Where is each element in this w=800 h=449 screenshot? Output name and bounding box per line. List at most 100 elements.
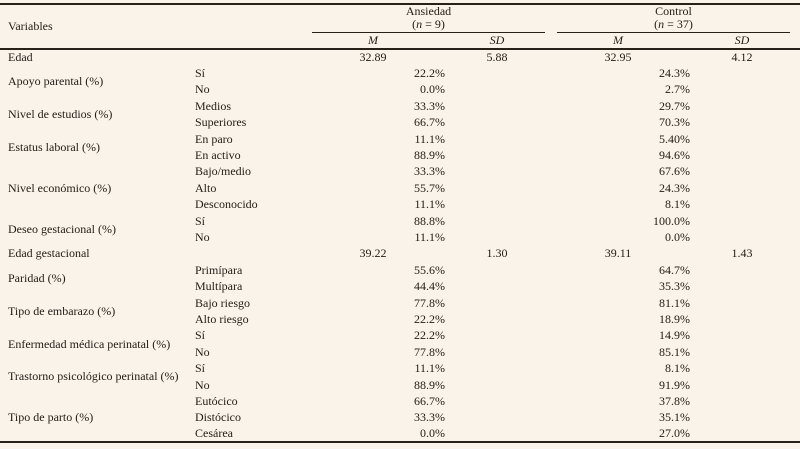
table-row: Deseo gestacional (%) Sí 88.8% 100.0% [0,213,800,236]
control-sd-cell: 1.43 [731,246,753,261]
column-gap [545,229,557,245]
ansiedad-percent-cell: 77.8% [414,344,446,359]
ansiedad-percent-cell: 0.0% [420,82,446,97]
right-pad [790,295,800,311]
ansiedad-mean-cell: 32.89 [359,50,387,65]
right-pad [790,147,800,163]
ansiedad-percent-cell: 22.2% [414,311,446,326]
right-pad [790,410,800,426]
right-pad [790,164,800,180]
control-percent-cell: 91.9% [659,377,691,392]
table-header: Variables Ansiedad (n = 9) Control (n = … [0,4,800,50]
ansiedad-percent-cell: 88.9% [414,377,446,392]
stat-header-row: M SD M SD [0,32,800,50]
subcategory-cell: En activo [195,148,241,163]
right-pad [790,131,800,147]
right-pad [790,344,800,360]
table-row: Superiores 66.7% 70.3% [0,115,800,131]
column-gap [545,49,557,65]
n-open: ( [412,16,417,31]
control-percent-cell: 85.1% [659,344,691,359]
subcategory-cell: Sí [195,66,206,81]
subcategory-cell: Multípara [195,279,243,294]
table-row: Alto riesgo 22.2% 18.9% [0,311,800,327]
ansiedad-percent-cell: 88.9% [414,148,446,163]
table-row: Apoyo parental (%) Sí 22.2% 24.3% [0,65,800,88]
column-gap [545,360,557,376]
column-gap [545,115,557,131]
n-value: 9 [434,16,441,31]
column-gap [545,147,557,163]
control-percent-cell: 29.7% [659,98,691,113]
group-name-control: Control [655,4,692,18]
n-symbol: n [416,16,423,31]
ansiedad-percent-cell: 11.1% [414,361,446,376]
ansiedad-percent-cell: 66.7% [414,115,446,130]
variable-cell: Enfermedad médica perinatal (%) [8,336,171,351]
n-open: ( [654,16,659,31]
right-pad [790,311,800,327]
variable-cell: Edad [8,50,33,65]
right-pad [790,197,800,213]
group-header-ansiedad: Ansiedad (n = 9) [312,4,546,33]
descriptives-table: Variables Ansiedad (n = 9) Control (n = … [0,3,800,444]
ansiedad-percent-cell: 11.1% [414,131,446,146]
subcategory-cell: Distócico [195,410,241,425]
control-mean-cell: 32.95 [604,50,632,65]
ansiedad-sd-header: SD [434,32,546,50]
control-percent-cell: 81.1% [659,295,691,310]
column-gap [545,164,557,180]
table-row: En activo 88.9% 94.6% [0,147,800,163]
right-pad [790,98,800,114]
subcategory-cell [190,246,312,262]
group-n-ansiedad: (n = 9) [312,16,545,31]
variable-cell: Estatus laboral (%) [8,139,100,154]
subcategory-cell: Medios [195,98,231,113]
column-gap [545,180,557,196]
control-percent-cell: 24.3% [659,66,691,81]
ansiedad-percent-cell: 0.0% [420,426,446,441]
right-pad [790,360,800,376]
right-pad [790,213,800,229]
table-row: Trastorno psicológico perinatal (%) Sí 11.… [0,360,800,383]
table-row: Edad gestacional 39.22 1.30 39.11 1.43 [0,246,800,262]
table-body: Edad 32.89 5.88 32.95 4.12 Apoyo parental (%)… [0,49,800,442]
table-row: Enfermedad médica perinatal (%) Sí 22.2% 14… [0,328,800,350]
table-row: Nivel de estudios (%) Medios 33.3% 29.7% [0,98,800,121]
subcategory-cell: Superiores [195,115,247,130]
table-row: Estatus laboral (%) En paro 11.1% 5.40% [0,131,800,154]
variable-cell: Deseo gestacional (%) [8,221,116,236]
right-pad [790,4,800,50]
table-row: Alto 55.7% 24.3% [0,180,800,196]
control-percent-cell: 35.3% [659,279,691,294]
control-percent-cell: 8.1% [665,197,691,212]
right-pad [790,377,800,393]
ansiedad-percent-cell: 77.8% [414,295,446,310]
column-gap [545,377,557,393]
variable-cell: Trastorno psicológico perinatal (%) [8,369,179,384]
subcategory-cell: Bajo/medio [195,164,251,179]
ansiedad-percent-cell: 33.3% [414,98,446,113]
variable-cell: Nivel de estudios (%) [8,107,113,122]
subcategory-cell: Sí [195,213,206,228]
variable-cell: Apoyo parental (%) [8,74,104,89]
ansiedad-percent-cell: 33.3% [414,410,446,425]
column-gap [545,278,557,294]
column-gap [545,65,557,81]
table-row: No 88.9% 91.9% [0,377,800,393]
control-mean-header: M [557,32,680,50]
column-gap [545,426,557,442]
control-percent-cell: 27.0% [659,426,691,441]
subcategory-cell: No [195,344,210,359]
variable-cell: Tipo de parto (%) [8,409,94,424]
table-row: Tipo de embarazo (%) Bajo riesgo 77.8% 81.1… [0,295,800,318]
group-header-row: Variables Ansiedad (n = 9) Control (n = … [0,4,800,50]
right-pad [790,262,800,278]
control-sd-header: SD [679,32,791,50]
ansiedad-percent-cell: 66.7% [414,393,446,408]
column-gap [545,131,557,147]
right-pad [790,393,800,409]
ansiedad-percent-cell: 88.8% [414,213,446,228]
control-sd-cell: 4.12 [731,50,753,65]
control-mean-cell: 39.11 [604,246,632,261]
